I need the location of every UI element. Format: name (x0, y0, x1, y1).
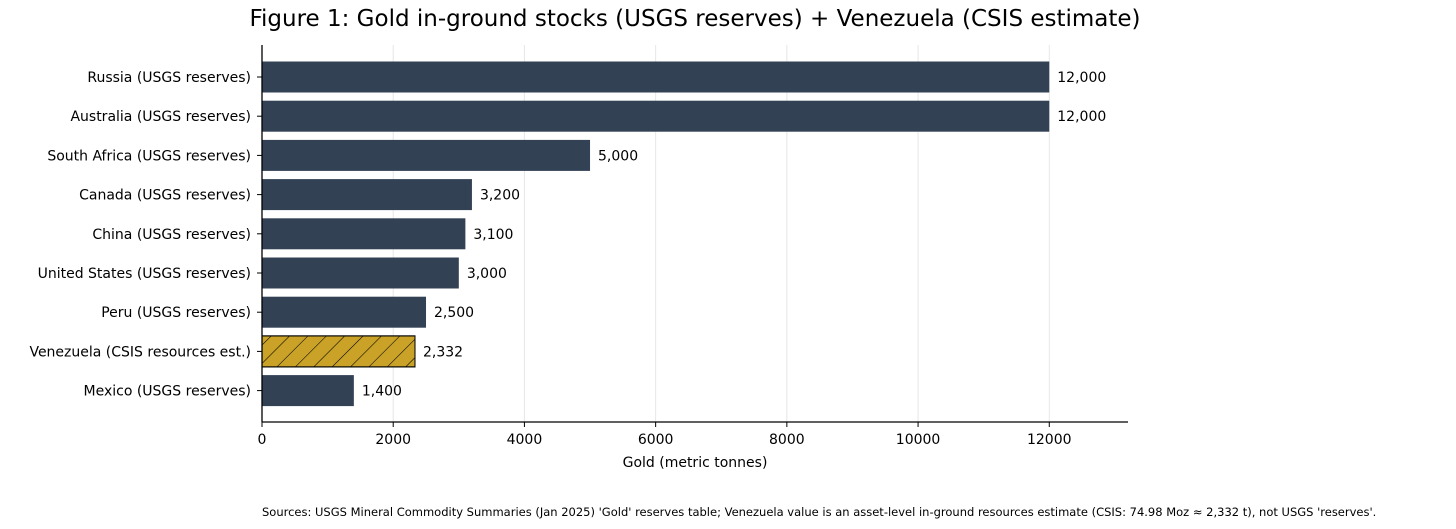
bar (262, 375, 354, 407)
data-label: 2,500 (434, 305, 474, 321)
bar (262, 139, 591, 171)
category-label: Mexico (USGS reserves) (84, 384, 252, 400)
x-tick-label: 6000 (638, 432, 674, 448)
x-tick-label: 4000 (507, 432, 543, 448)
data-label: 3,200 (480, 188, 520, 204)
bar (262, 100, 1050, 132)
category-label: South Africa (USGS reserves) (47, 148, 251, 164)
data-label: 3,100 (473, 227, 513, 243)
bar (262, 218, 466, 250)
data-label: 5,000 (598, 148, 638, 164)
category-label: Australia (USGS reserves) (70, 109, 251, 125)
bar (262, 257, 459, 289)
category-label: China (USGS reserves) (92, 227, 251, 243)
category-label: Venezuela (CSIS resources est.) (29, 344, 251, 360)
data-label: 2,332 (423, 344, 463, 360)
x-tick-label: 8000 (769, 432, 805, 448)
x-tick-label: 12000 (1027, 432, 1072, 448)
category-label: Peru (USGS reserves) (101, 305, 251, 321)
source-note: Sources: USGS Mineral Commodity Summarie… (262, 505, 1377, 519)
bar (262, 296, 427, 328)
chart-title: Figure 1: Gold in-ground stocks (USGS re… (249, 6, 1141, 32)
data-label: 12,000 (1057, 109, 1106, 125)
x-tick-label: 0 (258, 432, 267, 448)
category-label: Canada (USGS reserves) (79, 188, 251, 204)
category-label: Russia (USGS reserves) (87, 70, 251, 86)
data-label: 12,000 (1057, 70, 1106, 86)
x-axis-title: Gold (metric tonnes) (623, 455, 768, 471)
data-label: 3,000 (467, 266, 507, 282)
bar (262, 179, 472, 211)
data-label: 1,400 (362, 384, 402, 400)
category-label: United States (USGS reserves) (38, 266, 251, 282)
x-tick-label: 2000 (375, 432, 411, 448)
bar (262, 61, 1050, 93)
x-tick-label: 10000 (896, 432, 941, 448)
bar-hatch (261, 335, 416, 368)
